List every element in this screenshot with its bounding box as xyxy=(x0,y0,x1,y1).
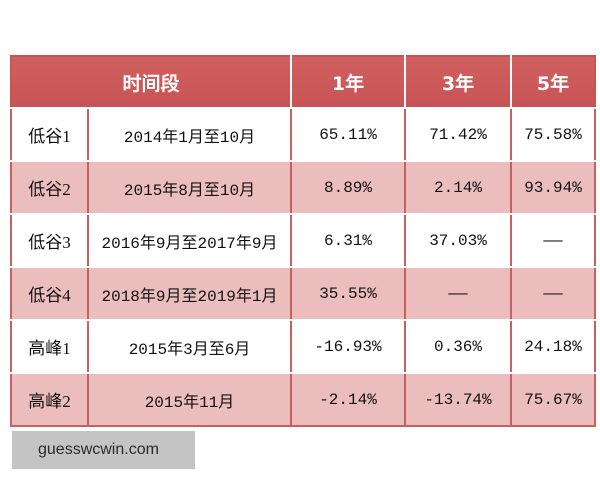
header-5-year: 5年 xyxy=(510,55,597,109)
return-5-year-cell: —— xyxy=(510,214,597,268)
return-5-year-cell: 75.58% xyxy=(510,108,597,162)
return-5-year-cell: —— xyxy=(510,267,597,321)
row-label-cell: 低谷2 xyxy=(10,161,89,215)
row-label-cell: 高峰2 xyxy=(10,373,89,427)
period-cell: 2015年8月至10月 xyxy=(86,161,293,215)
period-cell: 2015年11月 xyxy=(86,373,293,427)
table-row: 高峰2 2015年11月 -2.14% -13.74% 75.67% xyxy=(10,373,597,427)
table-row: 低谷3 2016年9月至2017年9月 6.31% 37.03% —— xyxy=(10,214,597,268)
row-label-cell: 低谷4 xyxy=(10,267,89,321)
return-1-year-cell: -2.14% xyxy=(290,373,407,427)
return-1-year-cell: -16.93% xyxy=(290,320,407,374)
return-1-year-cell: 65.11% xyxy=(290,108,407,162)
header-3-year: 3年 xyxy=(404,55,513,109)
returns-table: 时间段 1年 3年 5年 低谷1 2014年1月至10月 65.11% 71.4… xyxy=(9,55,597,427)
table-row: 低谷1 2014年1月至10月 65.11% 71.42% 75.58% xyxy=(10,108,597,162)
row-label-cell: 高峰1 xyxy=(10,320,89,374)
return-1-year-cell: 6.31% xyxy=(290,214,407,268)
return-3-year-cell: 0.36% xyxy=(404,320,513,374)
return-5-year-cell: 24.18% xyxy=(510,320,597,374)
table-row: 低谷4 2018年9月至2019年1月 35.55% —— —— xyxy=(10,267,597,321)
return-3-year-cell: 2.14% xyxy=(404,161,513,215)
period-cell: 2018年9月至2019年1月 xyxy=(86,267,293,321)
row-label-cell: 低谷1 xyxy=(10,108,89,162)
period-cell: 2016年9月至2017年9月 xyxy=(86,214,293,268)
return-3-year-cell: 37.03% xyxy=(404,214,513,268)
watermark: guesswcwin.com xyxy=(12,431,195,469)
period-cell: 2015年3月至6月 xyxy=(86,320,293,374)
return-1-year-cell: 8.89% xyxy=(290,161,407,215)
table-row: 低谷2 2015年8月至10月 8.89% 2.14% 93.94% xyxy=(10,161,597,215)
return-3-year-cell: -13.74% xyxy=(404,373,513,427)
return-5-year-cell: 93.94% xyxy=(510,161,597,215)
table-header-row: 时间段 1年 3年 5年 xyxy=(9,55,597,109)
period-cell: 2014年1月至10月 xyxy=(86,108,293,162)
table-row: 高峰1 2015年3月至6月 -16.93% 0.36% 24.18% xyxy=(10,320,597,374)
return-1-year-cell: 35.55% xyxy=(290,267,407,321)
header-1-year: 1年 xyxy=(290,55,407,109)
header-period: 时间段 xyxy=(9,55,293,109)
row-label-cell: 低谷3 xyxy=(10,214,89,268)
return-3-year-cell: 71.42% xyxy=(404,108,513,162)
return-3-year-cell: —— xyxy=(404,267,513,321)
return-5-year-cell: 75.67% xyxy=(510,373,597,427)
